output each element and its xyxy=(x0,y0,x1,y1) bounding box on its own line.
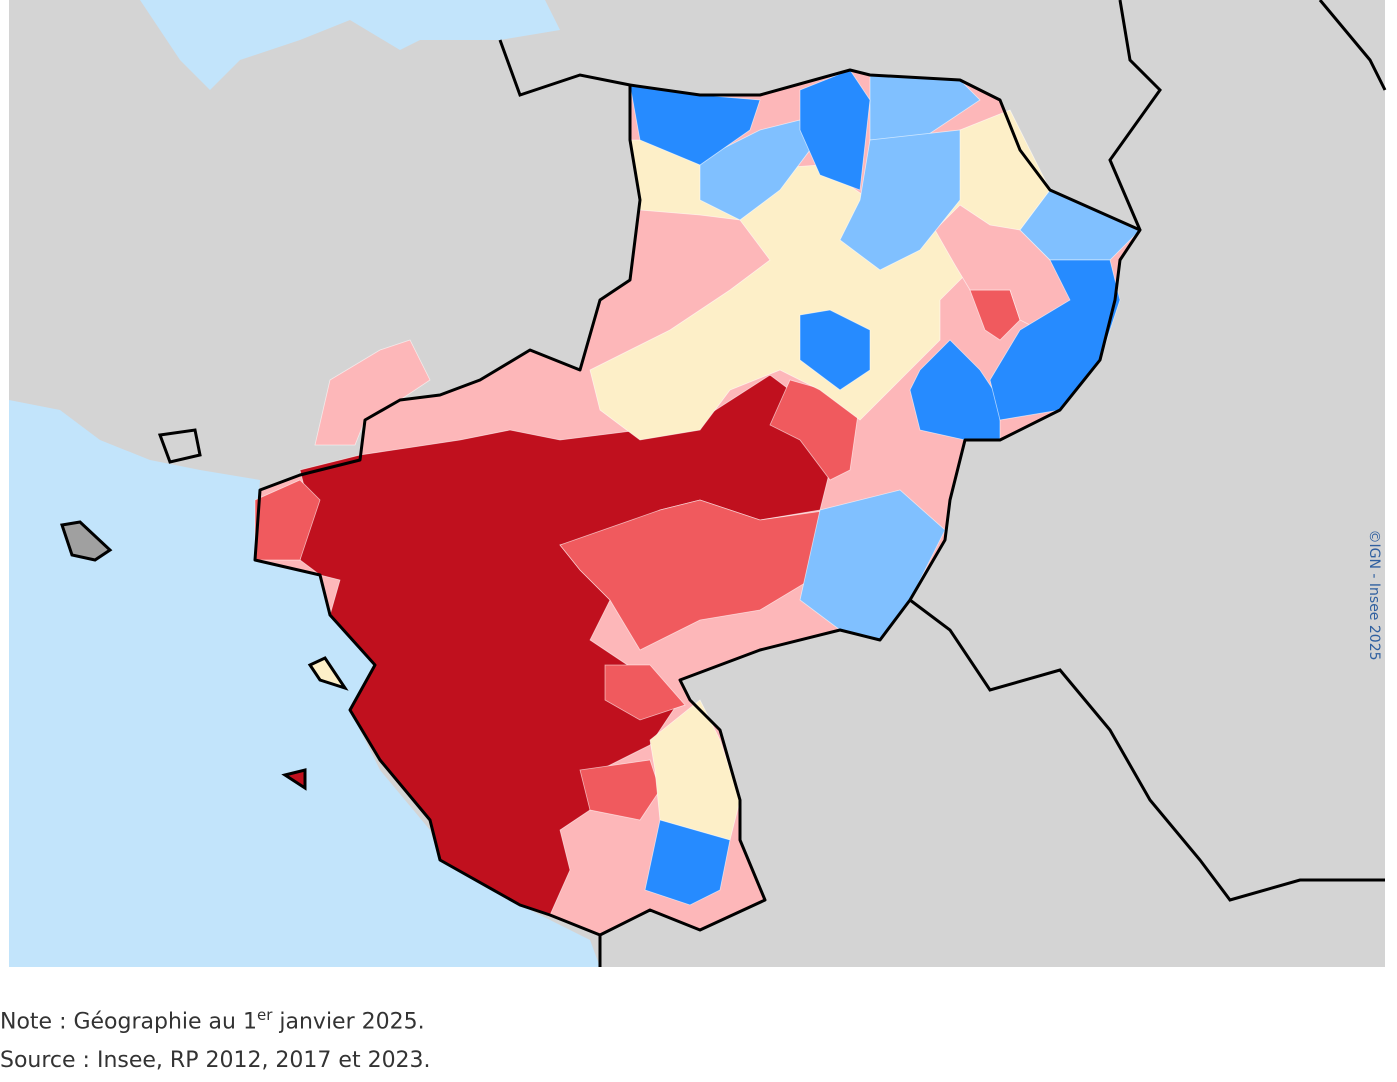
zone-pink xyxy=(314,339,431,446)
zone-red xyxy=(559,499,831,651)
sea-north xyxy=(140,0,560,90)
zone-blue xyxy=(799,309,871,391)
map: ©IGN - Insee 2025 xyxy=(9,0,1387,967)
zone-light-blue xyxy=(839,129,961,271)
note-text: janvier 2025. xyxy=(272,1009,425,1035)
source: Source : Insee, RP 2012, 2017 et 2023. xyxy=(0,1048,431,1073)
note-text: Note : Géographie au 1 xyxy=(0,1009,257,1035)
zone-red xyxy=(604,664,686,721)
zone-light-blue xyxy=(699,119,811,221)
map-credit: ©IGN - Insee 2025 xyxy=(1366,529,1382,660)
island xyxy=(307,656,349,691)
island xyxy=(157,428,202,464)
zone-blue xyxy=(644,819,731,906)
department-border xyxy=(909,598,1385,902)
island xyxy=(281,768,307,791)
note-superscript: er xyxy=(256,1006,273,1024)
department-border xyxy=(1108,0,1162,231)
note: Note : Géographie au 1er janvier 2025. xyxy=(0,1006,425,1034)
zone-cream xyxy=(649,699,741,841)
department-border xyxy=(1318,0,1387,91)
zone-red xyxy=(579,759,661,821)
zone-blue xyxy=(989,259,1121,421)
island xyxy=(60,520,113,562)
department-border xyxy=(498,39,631,97)
sea xyxy=(9,400,600,967)
